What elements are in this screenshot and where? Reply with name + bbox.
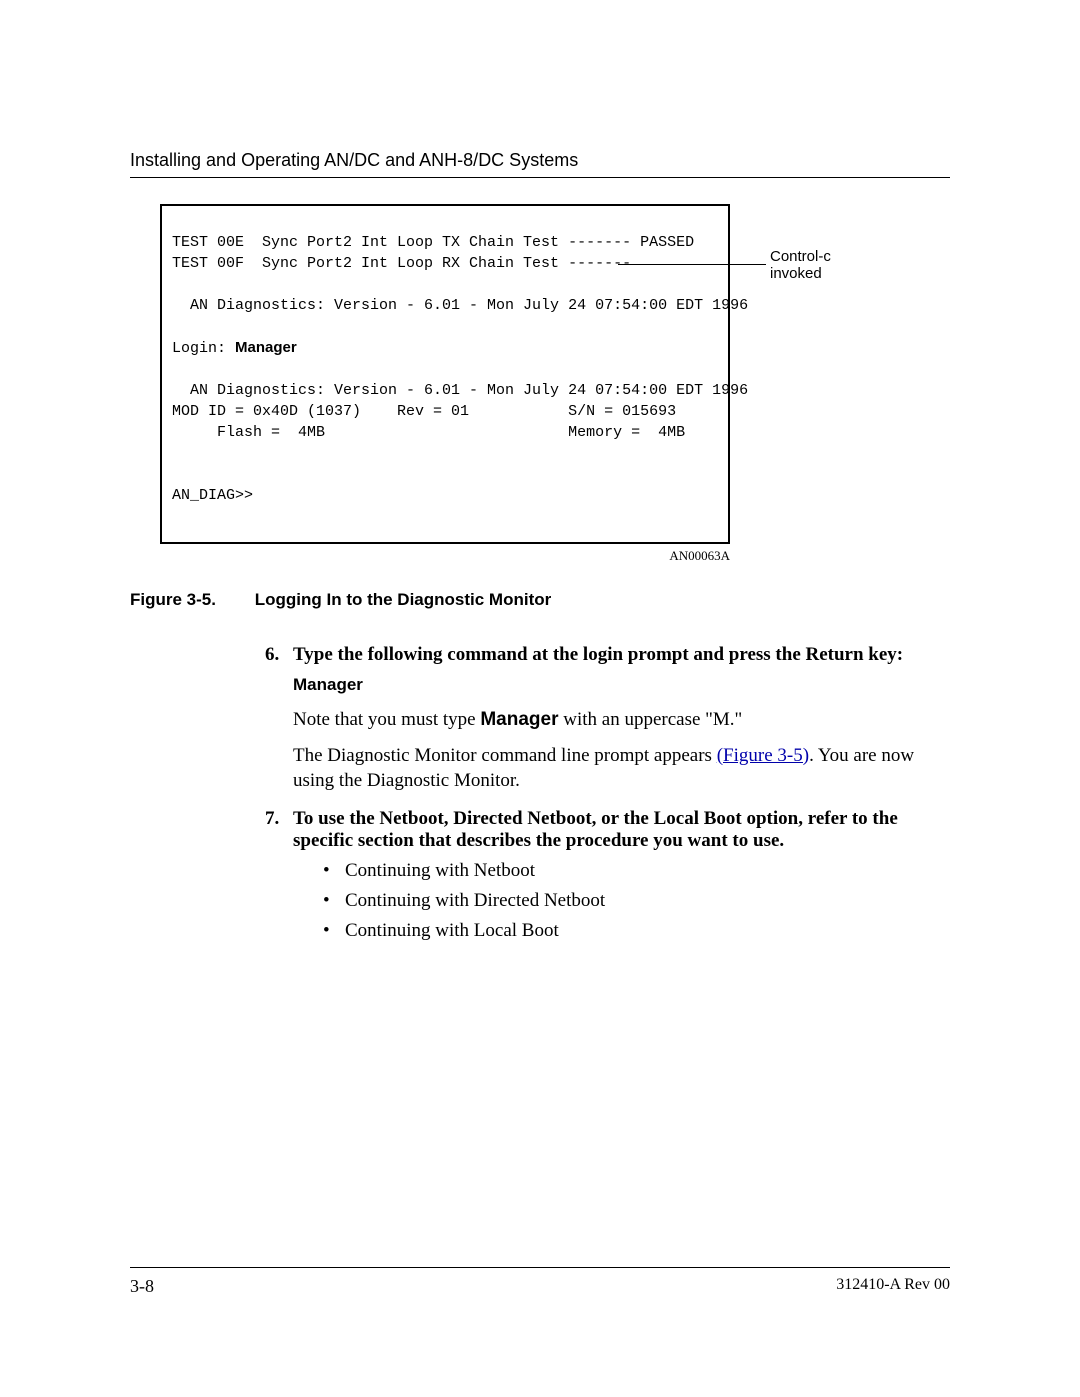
figure-link[interactable]: (Figure 3-5)	[717, 745, 809, 766]
figure-area: TEST 00E Sync Port2 Int Loop TX Chain Te…	[160, 204, 950, 564]
term-line-7: Flash = 4MB Memory = 4MB	[172, 424, 685, 441]
bullet-1: Continuing with Netboot	[323, 860, 930, 882]
term-prompt: AN_DIAG>>	[172, 487, 253, 504]
step-6-heading: Type the following command at the login …	[293, 644, 930, 666]
term-line-2: TEST 00F Sync Port2 Int Loop RX Chain Te…	[172, 255, 631, 272]
bullet-2: Continuing with Directed Netboot	[323, 890, 930, 912]
footer-rule	[130, 1267, 950, 1268]
callout-line1: Control-c	[770, 248, 831, 265]
footer: 3-8 312410-A Rev 00	[130, 1267, 950, 1297]
running-header: Installing and Operating AN/DC and ANH-8…	[130, 150, 950, 171]
note-pre: Note that you must type	[293, 709, 480, 730]
login-label: Login:	[172, 340, 235, 357]
terminal-output: TEST 00E Sync Port2 Int Loop TX Chain Te…	[160, 204, 730, 544]
note-bold: Manager	[480, 709, 558, 730]
para2-pre: The Diagnostic Monitor command line prom…	[293, 745, 717, 766]
bullet-3: Continuing with Local Boot	[323, 920, 930, 942]
step-6-para2: The Diagnostic Monitor command line prom…	[293, 743, 930, 794]
page: Installing and Operating AN/DC and ANH-8…	[0, 0, 1080, 1397]
figure-id: AN00063A	[160, 548, 730, 564]
step-7: 7. To use the Netboot, Directed Netboot,…	[265, 808, 930, 942]
body-content: 6. Type the following command at the log…	[265, 644, 930, 942]
step-7-num: 7.	[265, 808, 293, 830]
note-post: with an uppercase "M."	[558, 709, 742, 730]
term-line-1: TEST 00E Sync Port2 Int Loop TX Chain Te…	[172, 234, 694, 251]
figure-title: Logging In to the Diagnostic Monitor	[255, 590, 552, 609]
term-line-5: AN Diagnostics: Version - 6.01 - Mon Jul…	[172, 382, 748, 399]
step-6-num: 6.	[265, 644, 293, 666]
figure-label: Figure 3-5.	[130, 590, 250, 610]
step-6: 6. Type the following command at the log…	[265, 644, 930, 794]
step-7-heading: To use the Netboot, Directed Netboot, or…	[293, 808, 930, 852]
figure-caption: Figure 3-5. Logging In to the Diagnostic…	[130, 590, 950, 610]
callout-text: Control-c invoked	[770, 248, 831, 283]
callout-leader	[618, 264, 766, 265]
step-6-command: Manager	[293, 674, 930, 697]
footer-doc: 312410-A Rev 00	[836, 1276, 950, 1297]
step-6-note: Note that you must type Manager with an …	[293, 707, 930, 733]
login-value: Manager	[235, 339, 297, 356]
term-line-3: AN Diagnostics: Version - 6.01 - Mon Jul…	[172, 297, 748, 314]
term-line-6: MOD ID = 0x40D (1037) Rev = 01 S/N = 015…	[172, 403, 676, 420]
callout-line2: invoked	[770, 265, 831, 282]
footer-page: 3-8	[130, 1276, 154, 1297]
step-7-bullets: Continuing with Netboot Continuing with …	[323, 860, 930, 942]
header-rule	[130, 177, 950, 178]
